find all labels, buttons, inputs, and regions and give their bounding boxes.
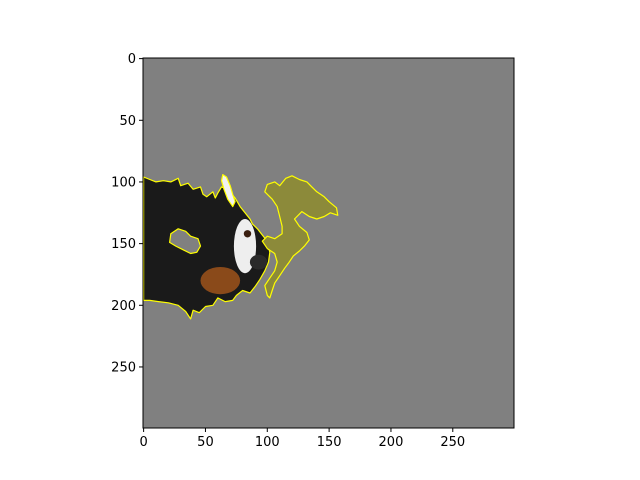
axes-frame bbox=[142, 57, 515, 429]
x-tick-label: 150 bbox=[317, 435, 342, 450]
x-tick-label: 100 bbox=[255, 435, 280, 450]
y-axis: 0 50 100 150 200 250 bbox=[111, 52, 143, 375]
x-tick-label: 50 bbox=[197, 435, 214, 450]
eye bbox=[243, 230, 252, 238]
y-tick-label: 250 bbox=[111, 360, 136, 375]
nose bbox=[249, 254, 268, 270]
x-axis: 0 50 100 150 200 250 bbox=[139, 428, 465, 450]
hole-region bbox=[169, 228, 202, 255]
y-tick-label: 100 bbox=[111, 175, 136, 190]
x-tick-label: 250 bbox=[440, 435, 465, 450]
grass-region bbox=[261, 175, 339, 299]
y-tick-label: 150 bbox=[111, 237, 136, 252]
image-layer bbox=[143, 174, 339, 320]
y-tick-label: 50 bbox=[119, 114, 136, 129]
tan-cheek bbox=[200, 267, 241, 295]
x-tick-label: 200 bbox=[379, 435, 404, 450]
x-tick-label: 0 bbox=[139, 435, 147, 450]
white-strip-region bbox=[220, 174, 236, 208]
y-tick-label: 200 bbox=[111, 299, 136, 314]
y-tick-label: 0 bbox=[128, 52, 136, 67]
